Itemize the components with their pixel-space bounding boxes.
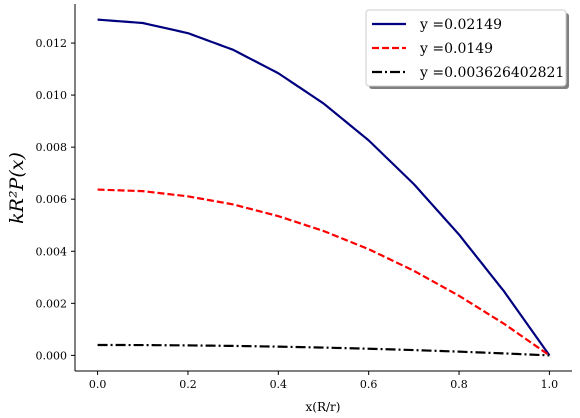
y-tick-label: 0.012 — [36, 37, 68, 50]
x-tick-label: 0.2 — [179, 378, 197, 391]
series-line — [97, 188, 551, 357]
y-tick-label: 0.010 — [36, 89, 68, 102]
x-tick-label: 1.0 — [541, 378, 559, 391]
plot-lines — [97, 18, 551, 357]
y-tick-label: 0.002 — [36, 297, 68, 310]
x-tick-label: 0.8 — [450, 378, 468, 391]
legend-box — [365, 9, 567, 87]
y-tick-label: 0.000 — [36, 349, 68, 362]
y-axis-label: kR²P(x) — [6, 152, 28, 224]
x-tick-label: 0.4 — [270, 378, 288, 391]
legend-label: y =0.003626402821 — [419, 65, 564, 81]
x-axis-label: x(R/r) — [306, 400, 341, 414]
y-tick-label: 0.004 — [36, 245, 68, 258]
x-tick-label: 0.6 — [360, 378, 378, 391]
x-tick-label: 0.0 — [89, 378, 107, 391]
legend: y =0.02149 y =0.0149 y =0.003626402821 — [365, 9, 569, 89]
legend-label: y =0.02149 — [419, 17, 502, 33]
y-tick-label: 0.008 — [36, 141, 68, 154]
y-tick-label: 0.006 — [36, 193, 68, 206]
series-line — [97, 343, 550, 357]
series-line — [97, 18, 551, 357]
legend-label: y =0.0149 — [419, 41, 493, 57]
axes: 0.0 0.2 0.4 0.6 0.8 1.0 0.000 0.002 0.004 0.006 0.… — [36, 4, 572, 391]
